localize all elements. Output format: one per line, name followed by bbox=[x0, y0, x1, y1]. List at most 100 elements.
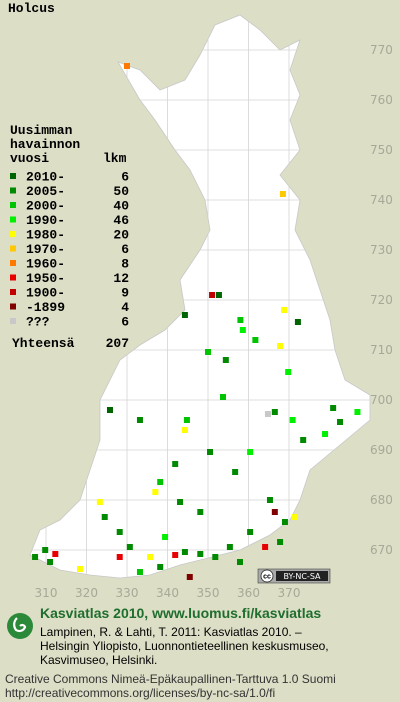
legend-label: 1960- bbox=[26, 257, 65, 272]
observation bbox=[337, 419, 344, 425]
observation bbox=[77, 566, 84, 572]
legend-total-label: Yhteensä bbox=[12, 336, 75, 351]
legend-swatch bbox=[10, 187, 16, 194]
observation bbox=[172, 461, 179, 467]
observation bbox=[212, 554, 219, 560]
observation bbox=[262, 544, 269, 550]
x-tick-label: 370 bbox=[278, 586, 301, 600]
legend-count: 40 bbox=[113, 199, 129, 214]
badge-icon bbox=[260, 569, 274, 583]
legend-swatch bbox=[10, 202, 16, 208]
observation bbox=[172, 552, 179, 558]
x-tick-label: 330 bbox=[116, 586, 139, 600]
observation bbox=[162, 534, 169, 540]
observation bbox=[232, 469, 239, 475]
legend-heading: havainnon bbox=[10, 137, 80, 152]
observation bbox=[277, 343, 284, 349]
observation bbox=[106, 407, 113, 413]
observation bbox=[197, 509, 204, 515]
observation bbox=[96, 499, 103, 505]
observations bbox=[32, 63, 361, 580]
legend-count: 4 bbox=[121, 300, 129, 315]
observation bbox=[186, 574, 193, 580]
observation bbox=[236, 559, 243, 565]
logo-spiral bbox=[13, 617, 27, 633]
observation bbox=[101, 514, 108, 520]
observation bbox=[294, 319, 301, 325]
y-tick-label: 750 bbox=[370, 143, 393, 157]
observation bbox=[116, 529, 123, 535]
legend-count: 46 bbox=[113, 213, 129, 228]
observation bbox=[285, 369, 292, 375]
x-tick-label: 310 bbox=[35, 586, 58, 600]
observation bbox=[126, 544, 133, 550]
footer: Kasviatlas 2010, www.luomus.fi/kasviatla… bbox=[5, 605, 336, 700]
observation bbox=[271, 409, 278, 415]
ticks: 310 320 330 340 350 360 370 670 680 690 700 710 720 7… bbox=[35, 43, 393, 600]
observation bbox=[330, 405, 337, 411]
legend-label: 1950- bbox=[26, 271, 65, 286]
observation bbox=[116, 554, 123, 560]
species-title: Holcus bbox=[8, 1, 55, 16]
legend-label: 2010- bbox=[26, 170, 65, 185]
observation bbox=[197, 551, 204, 557]
license-badge: cc BY-NC-SA bbox=[257, 568, 331, 584]
legend: Uusimman havainnon vuosi lkm Yhteensä 20… bbox=[10, 123, 129, 351]
y-tick-label: 730 bbox=[370, 243, 393, 257]
observation bbox=[207, 449, 214, 455]
legend-swatch bbox=[10, 260, 16, 266]
observation bbox=[289, 417, 296, 423]
citation-line: Helsingin Yliopisto, Luonnontieteellinen… bbox=[40, 639, 329, 653]
legend-swatch bbox=[10, 318, 16, 324]
observation bbox=[291, 514, 298, 520]
observation bbox=[300, 437, 307, 443]
observation bbox=[222, 357, 229, 363]
footer-title: Kasviatlas 2010, www.luomus.fi/kasviatla… bbox=[40, 605, 321, 621]
observation bbox=[226, 544, 233, 550]
observation bbox=[237, 317, 244, 323]
observation bbox=[181, 427, 188, 433]
observation bbox=[136, 569, 143, 575]
observation bbox=[181, 549, 188, 555]
citation-line: Kasvimuseo, Helsinki. bbox=[40, 653, 157, 667]
observation bbox=[354, 409, 361, 415]
badge-strip bbox=[276, 571, 328, 581]
observation bbox=[157, 564, 164, 570]
observation bbox=[277, 539, 284, 545]
legend-count: 6 bbox=[121, 315, 129, 330]
observation bbox=[264, 411, 271, 417]
legend-swatch bbox=[10, 216, 16, 223]
y-tick-label: 720 bbox=[370, 293, 393, 307]
y-tick-label: 680 bbox=[370, 493, 393, 507]
y-tick-label: 740 bbox=[370, 193, 393, 207]
x-tick-label: 320 bbox=[75, 586, 98, 600]
observation bbox=[42, 547, 49, 553]
observation bbox=[219, 394, 226, 400]
legend-label: 1900- bbox=[26, 286, 65, 301]
observation bbox=[152, 489, 159, 495]
legend-count: 6 bbox=[121, 170, 129, 185]
legend-swatch bbox=[10, 231, 16, 237]
legend-total: 207 bbox=[106, 336, 129, 351]
observation bbox=[271, 509, 278, 515]
license-line: http://creativecommons.org/licenses/by-n… bbox=[5, 686, 275, 700]
legend-count: 12 bbox=[113, 271, 129, 286]
observation bbox=[266, 497, 273, 503]
y-tick-label: 760 bbox=[370, 93, 393, 107]
observation bbox=[136, 417, 143, 423]
y-tick-label: 770 bbox=[370, 43, 393, 57]
observation bbox=[322, 431, 329, 437]
legend-swatch bbox=[10, 245, 16, 252]
logo bbox=[7, 613, 33, 639]
observation bbox=[239, 327, 246, 333]
legend-heading: vuosi bbox=[10, 151, 49, 166]
observation bbox=[52, 551, 59, 557]
legend-count: 9 bbox=[121, 286, 129, 301]
legend-label: 1980- bbox=[26, 228, 65, 243]
y-tick-label: 690 bbox=[370, 443, 393, 457]
x-tick-label: 340 bbox=[156, 586, 179, 600]
citation-line: Lampinen, R. & Lahti, T. 2011: Kasviatla… bbox=[40, 625, 302, 639]
observation bbox=[177, 499, 184, 505]
legend-label: 2000- bbox=[26, 199, 65, 214]
